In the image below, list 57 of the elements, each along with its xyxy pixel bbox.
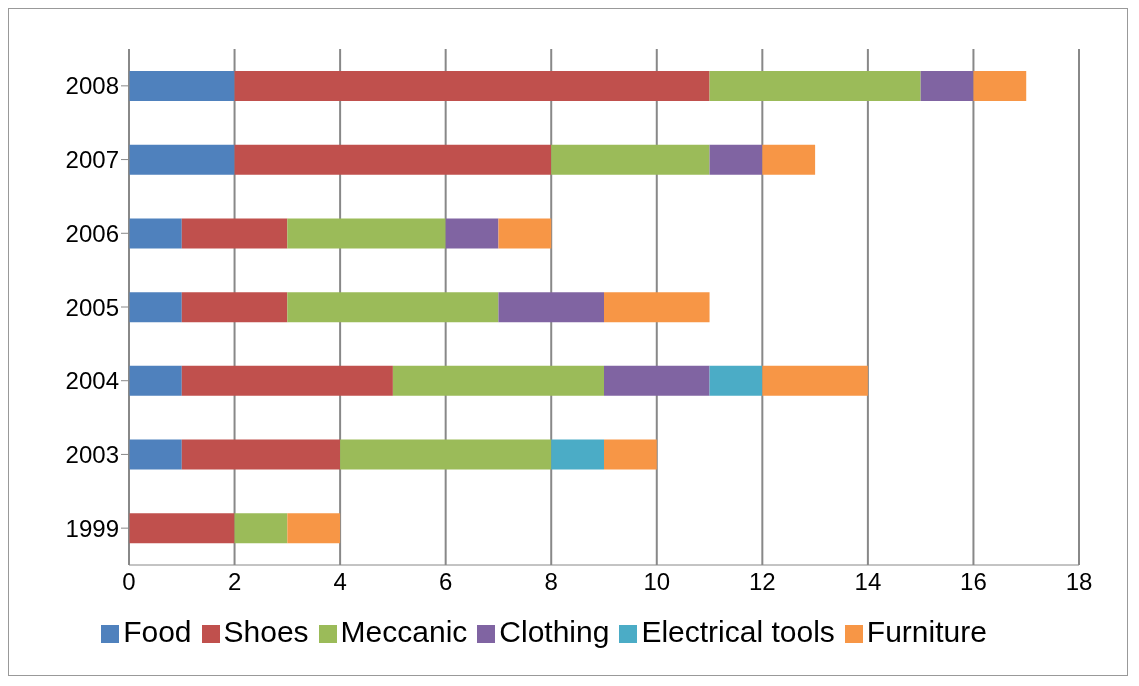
x-tick-label: 6 <box>438 568 453 596</box>
legend-label: Food <box>123 615 192 648</box>
legend-label: Meccanic <box>340 615 468 648</box>
bar <box>498 218 552 249</box>
bar <box>234 71 710 101</box>
y-tick-label: 2005 <box>65 293 119 321</box>
y-tick-label: 2004 <box>65 367 119 395</box>
y-tick-label: 2008 <box>65 72 119 100</box>
x-tick-label: 8 <box>544 568 558 596</box>
bar <box>181 292 288 323</box>
bar <box>129 218 182 249</box>
bar <box>181 365 393 396</box>
bar <box>129 439 182 470</box>
x-tick-label: 18 <box>1065 568 1093 596</box>
x-tick-label: 12 <box>748 568 776 596</box>
bar <box>234 513 288 544</box>
x-tick-label: 16 <box>960 568 987 596</box>
legend-label: Furniture <box>866 615 987 648</box>
legend-label: Shoes <box>223 615 309 648</box>
bar <box>551 144 710 175</box>
bar <box>129 365 182 396</box>
bar <box>604 439 657 470</box>
bar <box>920 71 974 101</box>
bar <box>551 439 604 470</box>
bar <box>709 144 763 175</box>
y-tick-label: 1999 <box>65 514 119 542</box>
bar <box>234 144 552 175</box>
bar <box>287 292 499 323</box>
bar <box>340 439 552 470</box>
x-tick-label: 4 <box>333 568 347 596</box>
bar <box>709 71 921 101</box>
legend-label: Clothing <box>499 615 610 648</box>
x-tick-label: 10 <box>643 568 671 596</box>
bar <box>445 218 499 249</box>
x-tick-label: 0 <box>122 568 136 596</box>
bar <box>287 513 341 544</box>
bar <box>973 71 1027 101</box>
bar <box>604 292 710 323</box>
bar <box>287 218 446 249</box>
y-tick-label: 2006 <box>65 219 119 247</box>
bar <box>129 292 182 323</box>
bar <box>129 144 235 175</box>
bar <box>181 218 288 249</box>
bar <box>392 365 604 396</box>
bar <box>129 71 235 101</box>
bar <box>604 365 710 396</box>
x-tick-label: 2 <box>227 568 242 596</box>
bar <box>181 439 341 470</box>
bar <box>762 365 868 396</box>
x-tick-label: 14 <box>854 568 882 596</box>
y-tick-label: 2007 <box>65 146 119 174</box>
bar <box>762 144 816 175</box>
bar <box>498 292 604 323</box>
legend-label: Electrical tools <box>641 615 835 648</box>
y-tick-label: 2003 <box>65 440 119 468</box>
bar <box>709 365 763 396</box>
bar <box>129 513 235 544</box>
